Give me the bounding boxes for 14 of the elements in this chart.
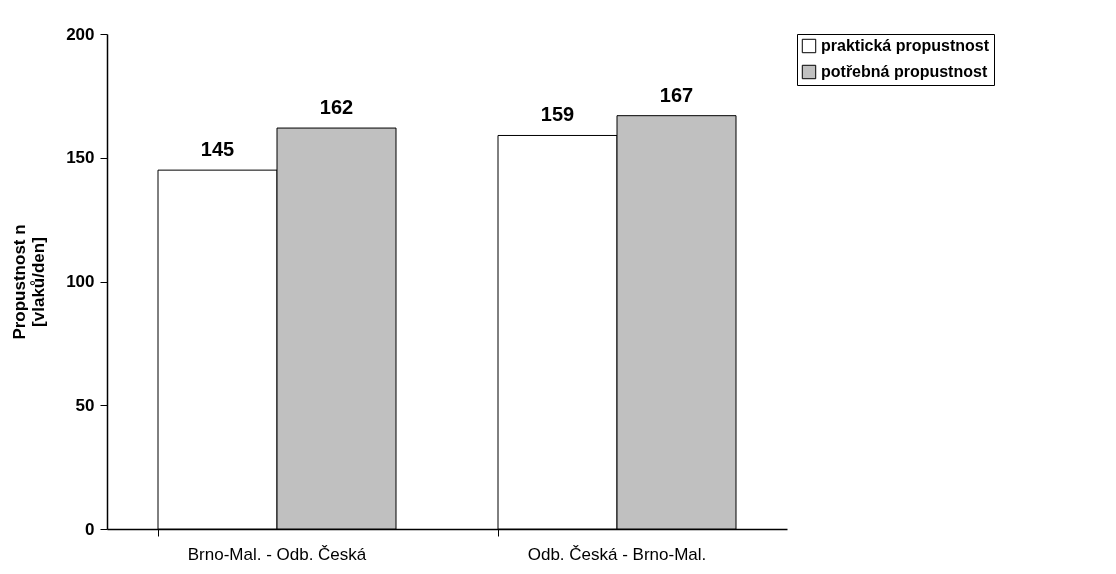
y-tick-label: 0 <box>85 519 95 539</box>
data-label: 145 <box>200 138 235 161</box>
data-label: 167 <box>659 83 694 106</box>
y-tick-label: 100 <box>66 272 95 291</box>
y-axis-title: Propustnost n [vlaků/den] <box>10 224 49 340</box>
legend-label: praktická propustnost <box>821 37 990 54</box>
x-tick-label: Brno-Mal. - Odb. Česká <box>187 544 367 564</box>
data-label: 159 <box>540 103 575 126</box>
x-tick-label: Odb. Česká - Brno-Mal. <box>527 544 707 564</box>
legend-label: potřebná propustnost <box>821 63 988 80</box>
y-tick-label: 150 <box>66 148 95 168</box>
y-tick-label: 50 <box>75 395 95 415</box>
data-label: 162 <box>319 96 354 119</box>
y-tick-label: 200 <box>66 24 95 44</box>
